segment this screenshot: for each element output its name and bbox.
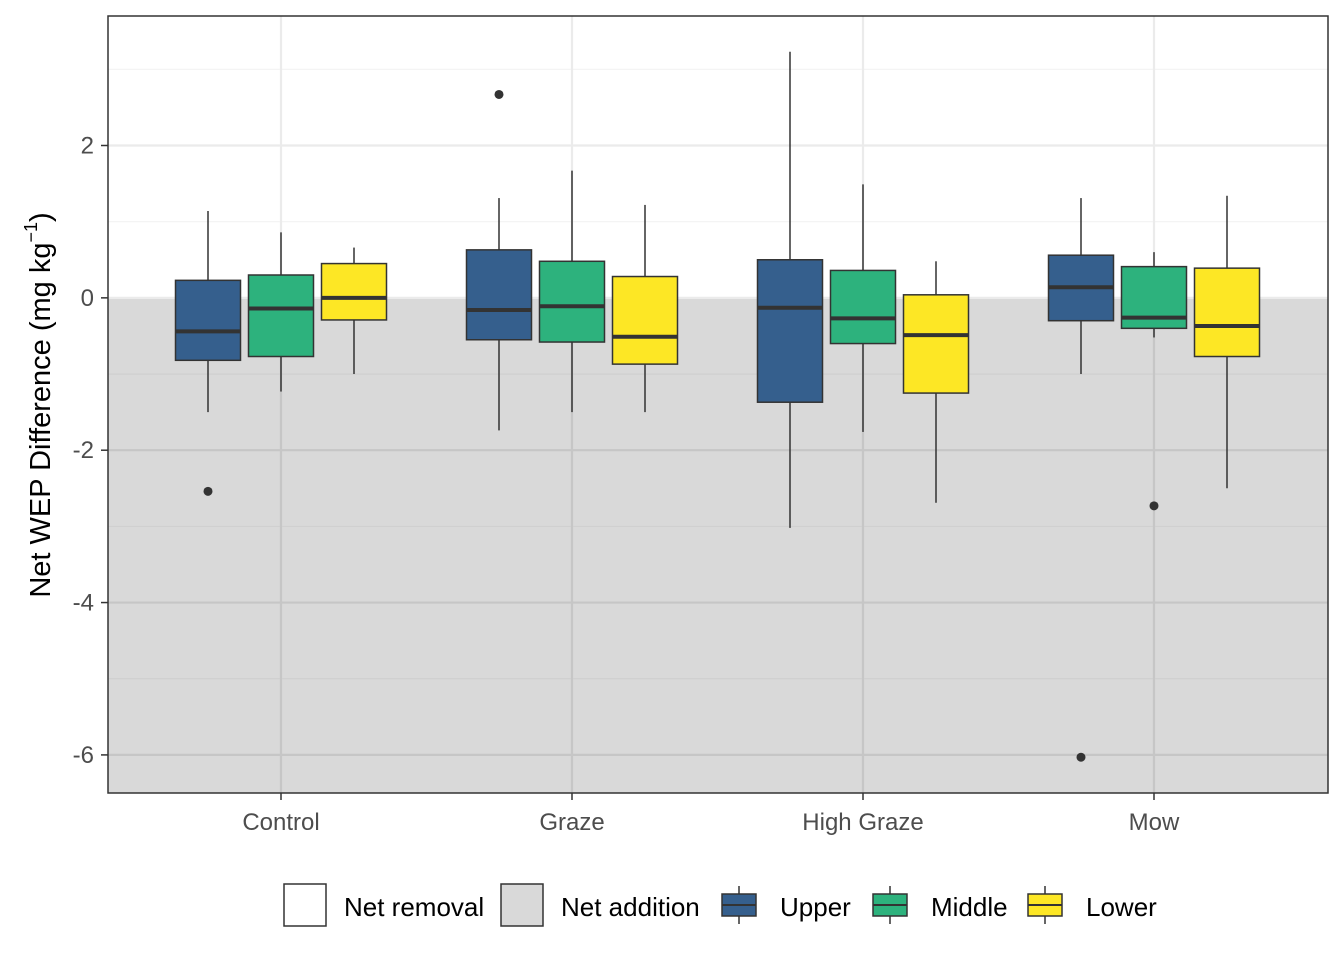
box-mow-upper — [1047, 198, 1115, 762]
box-iqr — [320, 262, 388, 321]
outlier-point — [1076, 752, 1086, 762]
box-iqr — [902, 294, 970, 394]
legend-key-swatch — [283, 883, 327, 927]
box-iqr — [247, 274, 315, 358]
box-iqr — [174, 279, 242, 362]
legend: Net removal Net addition Upper Middle Lower — [283, 883, 1157, 927]
box-graze-lower — [611, 204, 679, 413]
box-iqr — [756, 259, 824, 403]
x-axis: Control Graze High Graze Mow — [242, 793, 1180, 836]
legend-label: Net addition — [561, 892, 700, 922]
legend-item-net-addition: Net addition — [500, 883, 700, 927]
legend-label: Middle — [931, 892, 1008, 922]
box-mow-middle — [1120, 252, 1188, 511]
y-tick-label: -4 — [73, 590, 94, 617]
box-iqr — [611, 275, 679, 365]
outlier-point — [494, 89, 504, 99]
box-iqr — [538, 260, 606, 343]
plot-panel-border — [107, 15, 1329, 794]
y-tick-label: -6 — [73, 742, 94, 769]
box-high-graze-lower — [902, 261, 970, 503]
legend-key-swatch — [500, 883, 544, 927]
background-region-net-removal — [108, 16, 1328, 298]
y-tick-label: -2 — [73, 437, 94, 464]
outlier-point — [1149, 501, 1159, 511]
background-regions — [108, 16, 1328, 793]
y-axis-title-superscript: −1 — [21, 222, 41, 243]
box-iqr — [829, 269, 897, 345]
legend-item-middle: Middle — [872, 886, 1008, 924]
y-axis: 2 0 -2 -4 -6 — [73, 133, 108, 769]
outlier-point — [203, 486, 213, 496]
box-graze-upper — [465, 89, 533, 431]
y-axis-title: Net WEP Difference (mg kg−1) — [21, 212, 57, 597]
x-tick-label: Control — [242, 809, 319, 836]
x-tick-label: Mow — [1129, 809, 1180, 836]
legend-label: Lower — [1086, 892, 1157, 922]
legend-item-lower: Lower — [1027, 886, 1157, 924]
y-axis-title-close: ) — [25, 212, 57, 222]
box-high-graze-upper — [756, 51, 824, 528]
boxes — [174, 51, 1261, 762]
box-high-graze-middle — [829, 184, 897, 432]
legend-item-upper: Upper — [721, 886, 851, 924]
y-tick-label: 2 — [81, 133, 94, 160]
box-control-middle — [247, 232, 315, 392]
y-tick-label: 0 — [81, 285, 94, 312]
box-iqr — [465, 249, 533, 341]
legend-label: Upper — [780, 892, 851, 922]
box-graze-middle — [538, 170, 606, 413]
legend-label: Net removal — [344, 892, 484, 922]
x-tick-label: Graze — [539, 809, 604, 836]
box-iqr — [1193, 267, 1261, 358]
box-mow-lower — [1193, 195, 1261, 489]
y-axis-title-main: Net WEP Difference (mg kg — [25, 243, 57, 598]
background-region-net-addition — [108, 297, 1328, 793]
x-tick-label: High Graze — [802, 809, 923, 836]
legend-item-net-removal: Net removal — [283, 883, 484, 927]
box-control-lower — [320, 247, 388, 375]
box-control-upper — [174, 211, 242, 496]
